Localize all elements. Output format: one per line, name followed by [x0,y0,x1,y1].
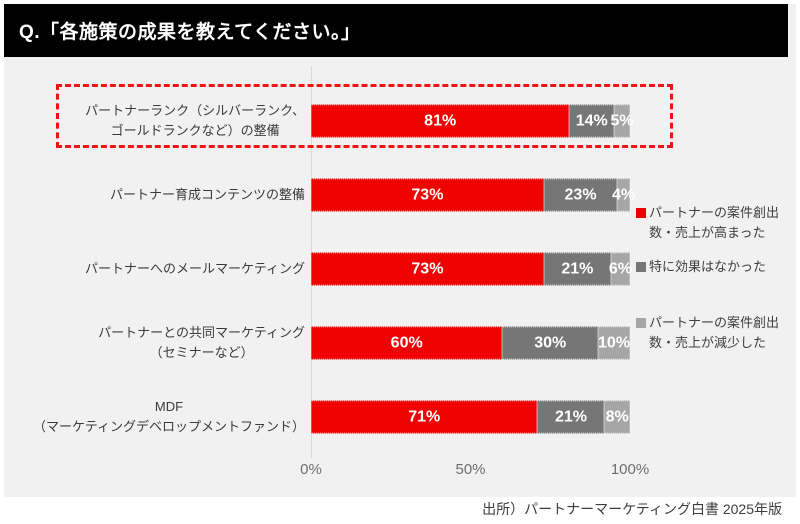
segment-value-label: 30% [534,334,567,351]
legend-item: 特に効果はなかった [636,257,792,277]
question-banner: Q.「各施策の成果を教えてください。」 [4,4,788,57]
legend-swatch-icon [636,262,646,272]
stacked-bar: 73% 21% 6% [311,252,632,286]
bar-segment: 23% [543,178,618,212]
x-axis-tick-label: 0% [300,461,322,478]
segment-value-label: 21% [554,408,587,425]
stacked-bar: 71% 21% 8% [311,400,630,434]
legend-label: パートナーの案件創出 数・売上が減少した [649,315,780,350]
bar-segment: 60% [311,326,503,360]
category-label: パートナーとの共同マーケティング （セミナーなど） [98,325,305,360]
bar-segment: 21% [537,400,605,434]
segment-value-label: 71% [408,408,441,425]
bar-segment: 71% [311,400,538,434]
bar-segment: 14% [569,104,615,138]
category-label: パートナーへのメールマーケティング [85,261,305,276]
bar-segment: 81% [311,104,570,138]
stacked-bar: 73% 23% 4% [311,178,635,212]
segment-value-label: 73% [411,186,444,203]
segment-value-label: 81% [424,112,457,129]
segment-value-label: 8% [605,408,629,425]
x-axis-tick-label: 50% [455,461,486,478]
segment-value-label: 6% [608,260,632,277]
category-label: MDF （マーケティングデベロップメントファンド） [33,399,305,434]
bar-segment: 10% [598,326,631,360]
legend: パートナーの案件創出 数・売上が高まった特に効果はなかったパートナーの案件創出 … [636,203,792,367]
legend-label: 特に効果はなかった [649,259,767,274]
segment-value-label: 60% [390,334,423,351]
bar-segment: 6% [608,252,632,286]
bar-segment: 21% [543,252,611,286]
legend-swatch-icon [636,318,646,328]
bar-segment: 30% [502,326,599,360]
x-axis-tick-label: 100% [610,461,650,478]
segment-value-label: 5% [610,112,634,129]
segment-value-label: 4% [612,186,636,203]
bar-segment: 73% [311,252,544,286]
segment-value-label: 73% [411,260,444,277]
segment-value-label: 10% [598,334,631,351]
bar-segment: 5% [610,104,634,138]
bar-segment: 73% [311,178,544,212]
legend-item: パートナーの案件創出 数・売上が高まった [636,203,792,243]
stacked-bar: 81% 14% 5% [311,104,634,138]
stacked-bar: 60% 30% 10% [311,326,631,360]
segment-value-label: 14% [575,112,608,129]
legend-swatch-icon [636,208,646,218]
legend-label: パートナーの案件創出 数・売上が高まった [649,205,780,240]
legend-item: パートナーの案件創出 数・売上が減少した [636,313,792,353]
category-label: パートナーランク（シルバーランク、 ゴールドランクなど）の整備 [85,103,305,138]
source-note: 出所）パートナーマーケティング白書 2025年版 [482,501,782,517]
segment-value-label: 21% [561,260,594,277]
bar-segment: 8% [604,400,630,434]
bar-segment: 4% [612,178,635,212]
question-title: Q.「各施策の成果を教えてください。」 [19,22,361,43]
category-label: パートナー育成コンテンツの整備 [109,187,305,202]
segment-value-label: 23% [564,186,597,203]
